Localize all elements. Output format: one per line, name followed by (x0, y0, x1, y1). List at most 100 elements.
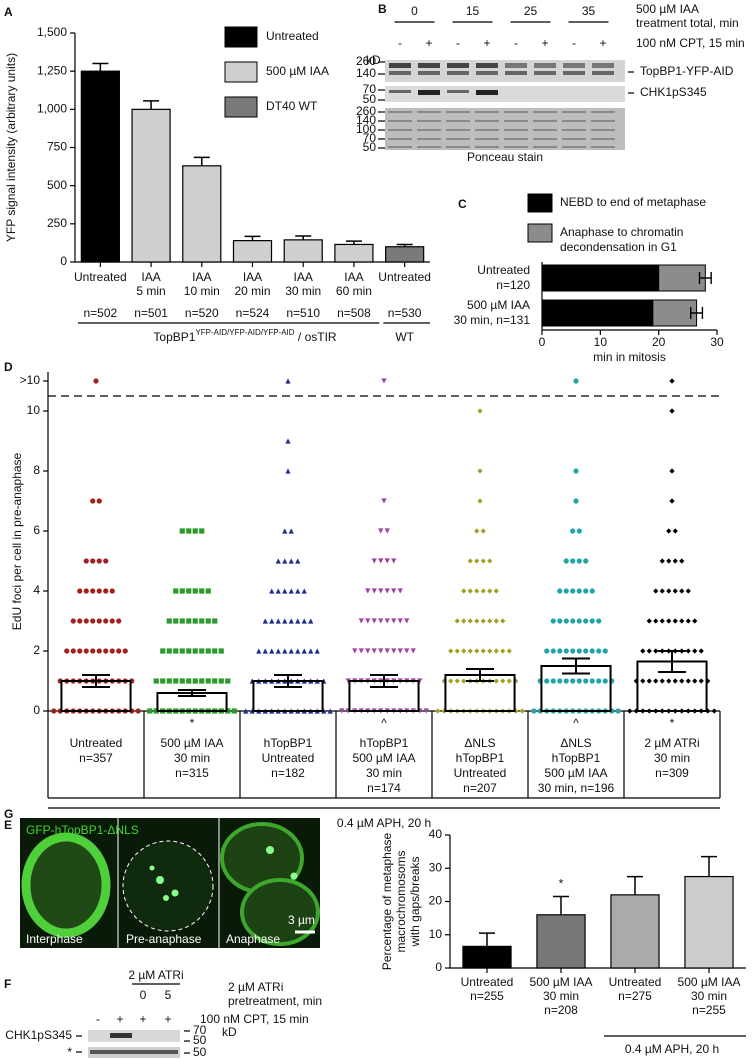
band (446, 146, 470, 148)
y-tick-label: 30 (429, 860, 443, 874)
y-tick-label: n=120 (496, 278, 530, 292)
y-tick-label: 250 (47, 216, 67, 230)
cpt-label: 100 nM CPT, 15 min (636, 36, 745, 50)
band-label: * (67, 1045, 72, 1059)
dot-row (537, 678, 615, 684)
band (592, 71, 614, 75)
band (447, 63, 469, 68)
band (388, 111, 412, 113)
x-tick-label: 30 min (366, 766, 402, 780)
bar-segment (658, 264, 706, 292)
x-tick-label: n=357 (79, 751, 113, 765)
legend-label: Anaphase to chromatin (560, 225, 683, 239)
y-tick-label: >10 (20, 373, 41, 387)
marker-label: 70 (363, 82, 377, 96)
x-tick-label: n=315 (175, 766, 209, 780)
focus (266, 846, 274, 854)
error-bar (274, 674, 302, 688)
x-tick-label: 30 min (691, 989, 727, 1003)
y-tick-label: 8 (33, 463, 40, 477)
dot-row (570, 528, 582, 534)
x-tick-label: 500 µM IAA (530, 975, 593, 989)
panel-f: F 2 µM ATRi 0 5 2 µM ATRi pretreatment, … (4, 968, 322, 1059)
treatment-label: 500 µM IAA (636, 2, 699, 16)
marker-label: 70 (363, 131, 377, 145)
marker-label: 260 (356, 54, 376, 68)
significance: * (559, 877, 564, 891)
bar (80, 70, 120, 263)
band (388, 120, 412, 122)
n-label: n=501 (134, 306, 168, 320)
y-tick-label: 1,500 (37, 25, 67, 39)
x-tick-label: ΔNLS (464, 736, 495, 750)
error-bar (627, 875, 643, 895)
x-tick-label: n=208 (544, 1003, 578, 1017)
x-tick-label: 30 min (654, 751, 690, 765)
dot-row (147, 708, 237, 714)
x-tick-label: 500 µM IAA (545, 766, 608, 780)
y-axis-label: EdU foci per cell in pre-anaphase (10, 452, 24, 630)
cell (240, 878, 320, 946)
sign: + (164, 1012, 171, 1026)
y-tick-label: 500 µM IAA (467, 298, 530, 312)
x-tick-label: IAA (243, 270, 262, 284)
dot-row (669, 378, 675, 384)
dot-row (173, 588, 211, 594)
band (533, 120, 557, 122)
n-label: n=524 (236, 306, 270, 320)
y-tick-label: 20 (429, 894, 443, 908)
x-tick-label: 30 min, n=196 (538, 781, 615, 795)
cell (122, 840, 214, 932)
band (534, 71, 556, 75)
dot-row (467, 558, 493, 564)
band (446, 138, 470, 140)
band (505, 63, 527, 68)
focus (171, 889, 179, 897)
error-bar (562, 657, 590, 675)
y-axis-label: macrochromosoms (394, 850, 408, 952)
bar-segment (541, 299, 654, 327)
pretreat-label: pretreatment, min (228, 994, 322, 1008)
x-tick-label: 2 µM ATRi (644, 736, 699, 750)
timepoint-label: 15 (466, 4, 480, 18)
band (533, 111, 557, 113)
error-bar (466, 668, 494, 682)
sign: + (483, 36, 490, 50)
band (563, 71, 585, 75)
band-label: CHK1pS345 (640, 85, 707, 99)
x-tick-label: Untreated (461, 975, 514, 989)
x-axis-label: min in mitosis (593, 350, 666, 364)
dot-row (339, 708, 429, 714)
dot-row (90, 498, 102, 504)
band (417, 120, 441, 122)
band (504, 138, 528, 140)
band (418, 71, 440, 75)
x-tick-label: Untreated (378, 270, 431, 284)
error-bar (698, 272, 712, 284)
n-label: n=508 (337, 306, 371, 320)
bar (462, 945, 512, 969)
kd-label: kD (222, 1025, 237, 1039)
x-tick-label: 500 µM IAA (678, 975, 741, 989)
dot-row (381, 378, 387, 384)
focus (290, 872, 298, 880)
sign: - (96, 1012, 100, 1026)
treatment-label: treatment total, min (636, 16, 739, 30)
legend-label: Untreated (266, 29, 319, 43)
band (446, 120, 470, 122)
sign: - (456, 36, 460, 50)
group-label: WT (395, 330, 414, 344)
panel-letter: F (4, 977, 11, 991)
marker-label: 50 (193, 1033, 207, 1047)
x-tick-label: Untreated (609, 975, 662, 989)
error-bar (690, 307, 704, 319)
band (592, 63, 614, 68)
y-tick-label: 4 (33, 583, 40, 597)
dot-row (269, 588, 307, 594)
error-bar (345, 240, 362, 245)
bar (684, 875, 734, 969)
marker-label: 50 (363, 92, 377, 106)
bar (334, 243, 374, 263)
x-tick-label: hTopBP1 (360, 736, 409, 750)
band (446, 129, 470, 131)
